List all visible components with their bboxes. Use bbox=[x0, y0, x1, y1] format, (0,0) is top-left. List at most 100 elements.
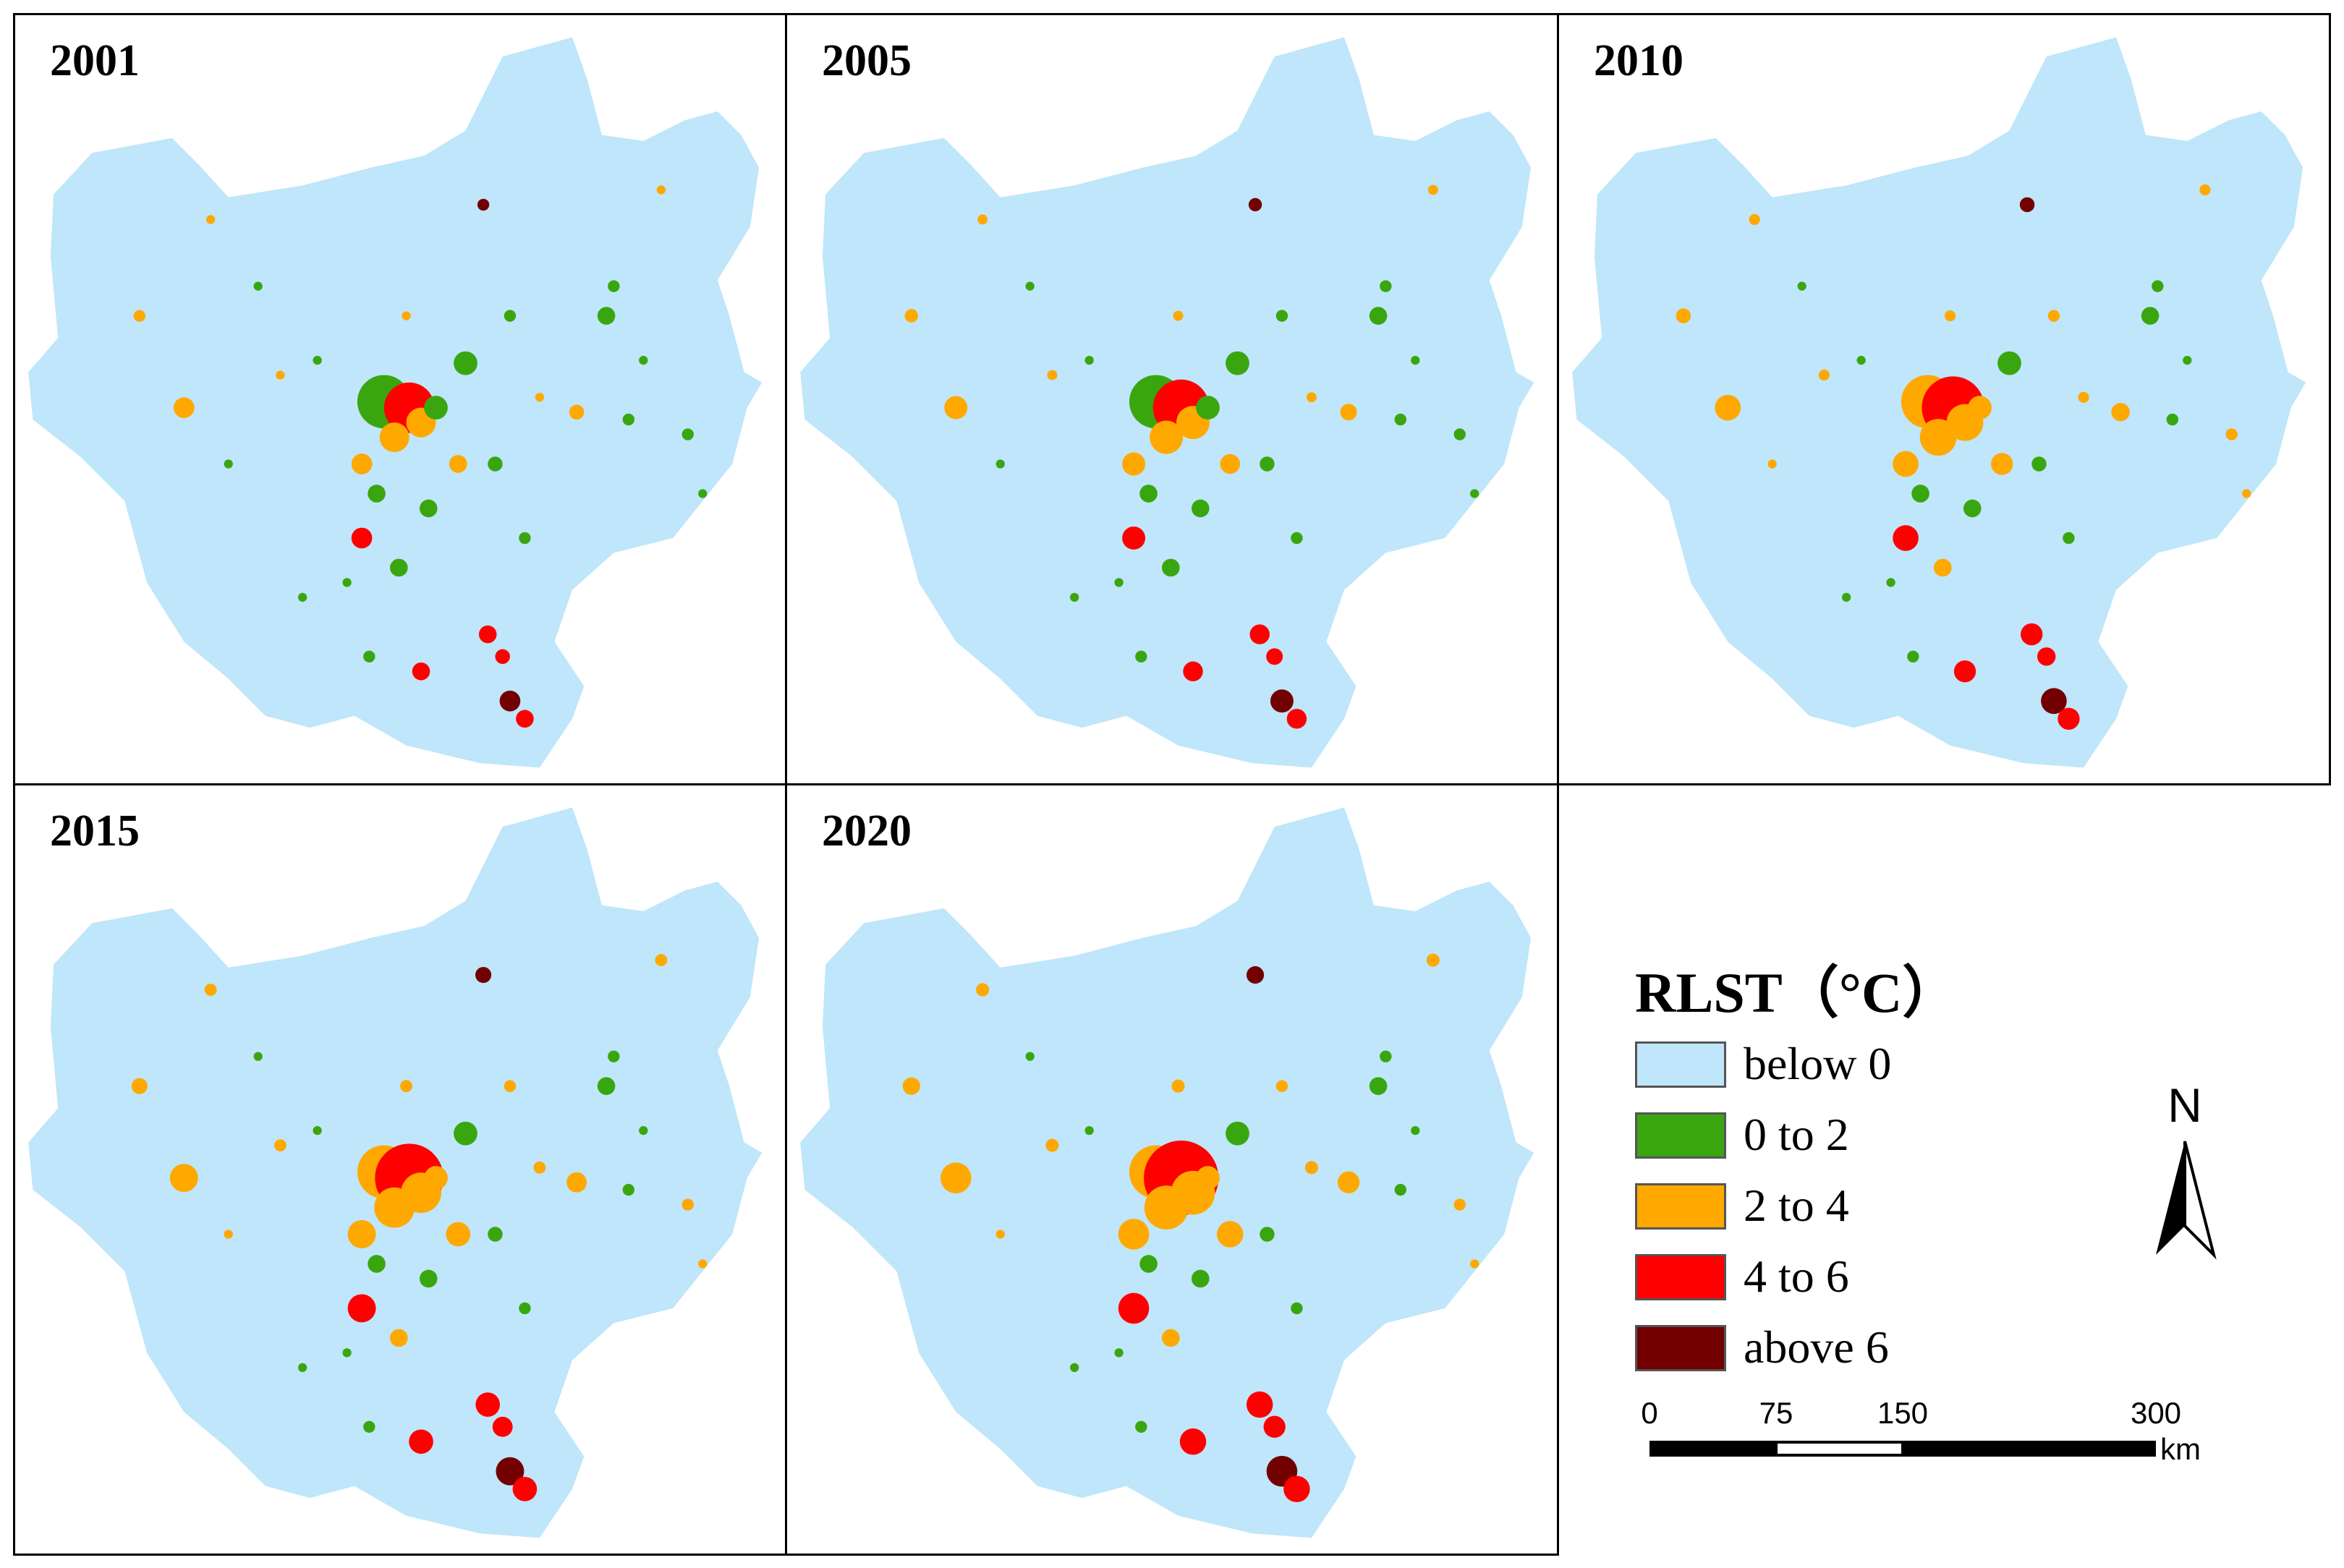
heat-patch bbox=[419, 1269, 438, 1288]
heat-patch bbox=[1797, 281, 1806, 291]
heat-patch bbox=[608, 280, 620, 292]
heat-patch bbox=[1337, 1171, 1360, 1193]
heat-patch bbox=[904, 309, 919, 323]
region-map bbox=[800, 807, 1534, 1538]
heat-patch bbox=[2141, 307, 2160, 325]
heat-patch bbox=[169, 1164, 198, 1193]
legend-title: RLST（°C） bbox=[1635, 961, 1959, 1024]
heat-patch bbox=[424, 396, 448, 420]
panel-year-label: 2010 bbox=[1594, 36, 1683, 85]
heat-patch bbox=[1191, 1269, 1210, 1288]
heat-patch bbox=[569, 404, 585, 420]
scale-unit-label: km bbox=[2160, 1432, 2201, 1466]
heat-patch bbox=[1246, 966, 1265, 984]
heat-patch bbox=[368, 485, 386, 503]
legend-swatch bbox=[1635, 1254, 1726, 1300]
heat-patch bbox=[131, 1078, 148, 1094]
heat-patch bbox=[940, 1162, 972, 1193]
heat-patch bbox=[1266, 648, 1283, 665]
heat-patch bbox=[1283, 1475, 1310, 1503]
legend-swatch bbox=[1635, 1112, 1726, 1159]
heat-patch bbox=[2021, 623, 2043, 646]
heat-patch bbox=[454, 1121, 477, 1146]
heat-patch bbox=[1426, 953, 1440, 967]
scale-bar: 0 75 150 300 km bbox=[1635, 1396, 2257, 1475]
heat-patch bbox=[2041, 688, 2067, 715]
heat-patch bbox=[512, 1477, 538, 1501]
heat-patch bbox=[1118, 1292, 1150, 1324]
heat-patch bbox=[535, 393, 545, 402]
heat-patch bbox=[363, 650, 375, 662]
legend-label: 4 to 6 bbox=[1744, 1250, 1849, 1302]
heat-patch bbox=[2031, 456, 2047, 472]
north-arrow: N bbox=[2120, 1078, 2250, 1273]
heat-patch bbox=[2242, 489, 2251, 498]
heat-patch bbox=[253, 281, 263, 291]
panel-year-label: 2005 bbox=[822, 36, 912, 85]
heat-patch bbox=[504, 310, 517, 322]
heat-patch bbox=[1249, 624, 1270, 644]
heat-patch bbox=[1122, 526, 1146, 550]
heat-patch bbox=[342, 578, 352, 587]
heat-patch bbox=[516, 710, 534, 728]
heat-patch bbox=[1220, 453, 1240, 474]
heat-patch bbox=[224, 1230, 233, 1239]
heat-patch bbox=[1162, 558, 1180, 577]
heat-patch bbox=[597, 307, 616, 325]
heat-patch bbox=[1179, 1428, 1207, 1455]
heat-patch bbox=[276, 370, 285, 380]
heat-patch bbox=[995, 1230, 1005, 1239]
heat-patch bbox=[1944, 310, 1956, 322]
heat-patch bbox=[1304, 1161, 1318, 1175]
heat-patch bbox=[1767, 459, 1777, 469]
heat-patch bbox=[566, 1172, 587, 1193]
heat-patch bbox=[1260, 1227, 1275, 1242]
heat-patch bbox=[1911, 485, 1929, 503]
heat-patch bbox=[1114, 578, 1124, 587]
legend: RLST（°C） below 0 0 to 2 2 to 4 4 to 6 ab… bbox=[1555, 933, 2322, 1555]
heat-patch bbox=[488, 1227, 503, 1242]
heat-patch bbox=[224, 459, 233, 469]
heat-patch bbox=[2152, 280, 2164, 292]
heat-patch bbox=[1084, 1125, 1094, 1135]
heat-patch bbox=[253, 1052, 263, 1061]
heat-patch bbox=[2063, 532, 2075, 545]
heat-patch bbox=[351, 453, 373, 474]
heat-patch bbox=[1893, 451, 1919, 477]
heat-patch bbox=[412, 662, 430, 681]
heat-patch bbox=[1934, 558, 1952, 577]
heat-patch bbox=[2199, 184, 2211, 196]
heat-patch bbox=[206, 215, 216, 224]
heat-patch bbox=[1162, 1329, 1180, 1347]
scale-bar-graphic bbox=[1649, 1441, 2156, 1457]
map-panel-2010: 2010 bbox=[1557, 13, 2331, 785]
heat-patch bbox=[363, 1420, 375, 1433]
map-panel-2015: 2015 bbox=[13, 783, 787, 1556]
heat-patch bbox=[1248, 197, 1262, 212]
map-panel-2005: 2005 bbox=[785, 13, 1559, 785]
heat-patch bbox=[1991, 453, 2013, 475]
heat-patch bbox=[681, 428, 694, 440]
heat-patch bbox=[1144, 1185, 1189, 1230]
heat-patch bbox=[1306, 392, 1317, 403]
heat-patch bbox=[368, 1255, 386, 1273]
heat-patch bbox=[488, 456, 503, 472]
heat-patch bbox=[274, 1139, 286, 1151]
panel-year-label: 2015 bbox=[50, 806, 140, 856]
region-map bbox=[28, 37, 763, 768]
legend-swatch bbox=[1635, 1183, 1726, 1230]
map-panel-2001: 2001 bbox=[13, 13, 787, 785]
heat-patch bbox=[698, 489, 708, 498]
heat-patch bbox=[298, 592, 307, 602]
heat-patch bbox=[342, 1348, 352, 1358]
heat-patch bbox=[2047, 310, 2060, 322]
heat-patch bbox=[1114, 1348, 1124, 1358]
heat-patch bbox=[1380, 1050, 1392, 1062]
heat-patch bbox=[1907, 650, 1919, 662]
heat-patch bbox=[1246, 1391, 1273, 1418]
heat-patch bbox=[492, 1416, 513, 1437]
heat-patch bbox=[1291, 532, 1303, 545]
heat-patch bbox=[608, 1050, 620, 1062]
heat-patch bbox=[475, 966, 492, 984]
heat-patch bbox=[390, 1329, 408, 1347]
